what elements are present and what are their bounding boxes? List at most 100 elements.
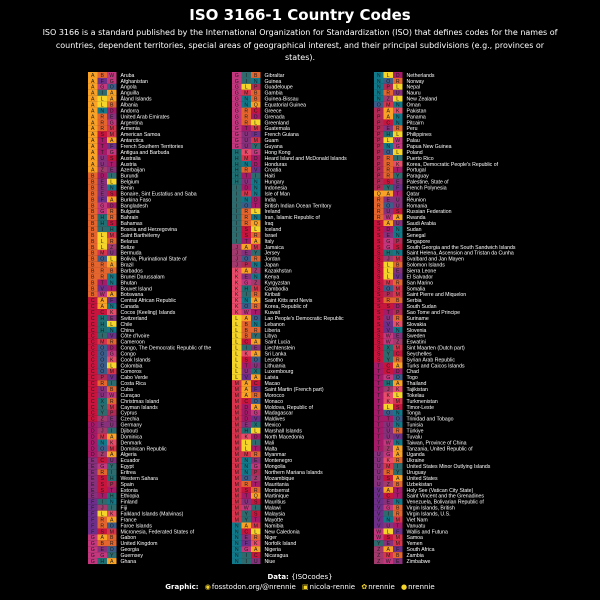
code-row: L I E Liechtenstein (232, 344, 295, 352)
code-letter-cell (107, 510, 117, 517)
code-letter-cell (374, 131, 384, 138)
code-letter-cell (374, 320, 384, 327)
credit-linkedin[interactable]: nicola-rennie (309, 583, 356, 591)
code-letter: N (254, 79, 258, 85)
code-letter-cell (251, 415, 261, 422)
code-letter-cell (88, 249, 98, 256)
code-letter-cell (374, 267, 384, 274)
code-letter: M (235, 411, 239, 417)
code-letter-cell (251, 439, 261, 446)
code-letter: R (244, 120, 248, 126)
code-letter-cell (232, 220, 242, 227)
code-letter: A (387, 191, 391, 197)
code-letter: R (100, 120, 104, 126)
code-letter-cell (232, 510, 242, 517)
code-letter: L (387, 138, 390, 144)
code-letter: Y (387, 185, 391, 191)
code-letter: V (387, 322, 391, 328)
code-letter-cell (232, 421, 242, 428)
code-letter-cell (97, 415, 107, 422)
credit-github[interactable]: nrennie (408, 583, 435, 591)
code-letter: N (386, 144, 390, 150)
code-letter-cell (88, 166, 98, 173)
code-letter-cell (251, 214, 261, 221)
code-row: K W T Kuwait (232, 309, 281, 316)
code-letter-cell (393, 285, 403, 292)
code-row: E S H Western Sahara (88, 475, 158, 482)
code-letter-cell (241, 143, 251, 150)
code-letter: M (235, 452, 239, 458)
code-letter: K (396, 322, 400, 328)
code-letter-cell (97, 380, 107, 387)
code-letter: P (377, 174, 381, 180)
code-letter-cell (393, 552, 403, 559)
country-name: Sri Lanka (265, 351, 287, 357)
code-letter: T (254, 482, 258, 488)
code-row: M H L Marshall Islands (232, 427, 302, 435)
code-letter: B (91, 185, 95, 191)
code-letter-cell (251, 166, 261, 173)
code-letter-cell (88, 309, 98, 316)
code-letter-cell (241, 291, 251, 298)
code-letter-cell (383, 498, 393, 505)
code-row: K I R Kiribati (232, 291, 280, 298)
code-letter-cell (374, 386, 384, 393)
code-letter-cell (88, 214, 98, 221)
code-letter: E (245, 251, 249, 257)
code-letter: A (91, 162, 95, 168)
code-letter: M (235, 429, 239, 435)
code-letter-cell (241, 297, 251, 304)
code-letter: M (100, 434, 104, 440)
code-letter: F (101, 79, 104, 85)
code-row: S O M Somalia (374, 285, 425, 292)
code-letter-cell (97, 267, 107, 274)
code-letter-cell (251, 528, 261, 535)
code-letter: A (91, 126, 95, 132)
code-letter: R (386, 298, 390, 304)
credit-bluesky[interactable]: nrennie (368, 583, 395, 591)
code-letter: E (91, 482, 95, 488)
code-letter-cell (232, 267, 242, 274)
code-letter: N (254, 185, 258, 191)
code-letter: M (235, 405, 239, 411)
code-row: N O R Norway (374, 77, 424, 85)
code-letter-cell (241, 534, 251, 541)
code-letter-cell (393, 309, 403, 316)
country-name: Canada (121, 304, 139, 310)
code-letter: R (254, 304, 258, 310)
code-letter-cell (88, 403, 98, 410)
code-letter: C (244, 529, 248, 535)
credit-mastodon[interactable]: fosstodon.org/@nrennie (211, 583, 296, 591)
code-letter: S (377, 233, 381, 239)
code-letter-cell (374, 297, 384, 304)
code-letter: M (254, 245, 258, 251)
code-letter-cell (374, 279, 384, 286)
code-letter: H (100, 316, 104, 322)
country-name: Costa Rica (121, 381, 146, 387)
code-letter-cell (241, 95, 251, 102)
code-letter-cell (393, 237, 403, 244)
code-letter-cell (88, 433, 98, 440)
country-name: Syrian Arab Republic (407, 357, 456, 363)
code-row: S R B Serbia (374, 297, 422, 304)
code-letter: O (386, 150, 390, 156)
code-letter-cell (393, 445, 403, 452)
country-name: Virgin Islands, U.S. (407, 512, 451, 518)
code-letter: R (386, 156, 390, 162)
code-row: B T N Bhutan (88, 279, 137, 286)
code-row: D J I Djibouti (88, 427, 138, 435)
code-letter-cell (88, 131, 98, 138)
country-name: Guatemala (265, 126, 290, 132)
code-letter: M (235, 482, 239, 488)
code-letter-cell (232, 451, 242, 458)
code-letter: K (235, 298, 239, 304)
code-letter: S (110, 191, 114, 197)
country-name: Serbia (407, 298, 422, 304)
code-letter-cell (383, 486, 393, 493)
code-row: M N P Northern Mariana Islands (232, 469, 323, 476)
code-letter: T (254, 203, 258, 209)
code-letter-cell (88, 243, 98, 250)
code-letter-cell (393, 137, 403, 144)
code-letter-cell (232, 166, 242, 173)
code-letter: Y (254, 144, 258, 150)
